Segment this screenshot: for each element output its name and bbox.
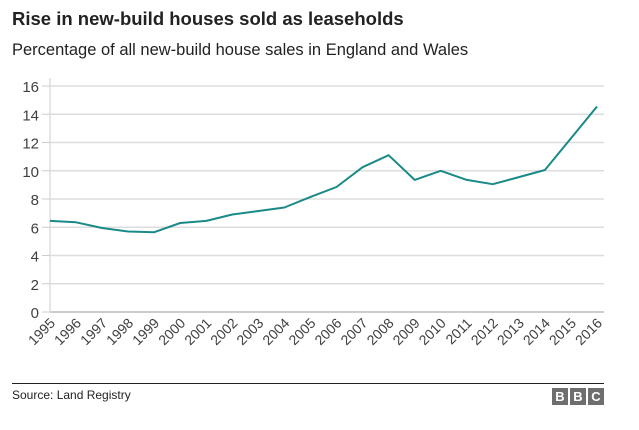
x-tick-label: 2000	[155, 315, 188, 348]
x-tick-label: 1997	[77, 315, 110, 348]
y-tick-label: 12	[22, 136, 39, 153]
x-axis: 1995199619971998199920002001200220032004…	[25, 315, 605, 348]
x-tick-label: 2010	[415, 315, 448, 348]
y-tick-label: 4	[31, 249, 39, 266]
x-tick-label: 1998	[103, 315, 136, 348]
y-tick-label: 10	[22, 164, 39, 181]
x-tick-label: 2005	[285, 315, 318, 348]
chart-subtitle: Percentage of all new-build house sales …	[12, 41, 469, 59]
y-tick-label: 2	[31, 277, 39, 294]
x-tick-label: 2002	[207, 315, 240, 348]
x-tick-label: 2004	[259, 315, 292, 348]
y-tick-label: 14	[22, 107, 39, 124]
bbc-logo-letter: B	[552, 388, 568, 405]
source-note: Source: Land Registry	[12, 388, 131, 402]
x-tick-label: 2001	[181, 315, 214, 348]
bbc-logo-letter: C	[588, 388, 604, 405]
x-tick-label: 2012	[468, 315, 501, 348]
bbc-logo: B B C	[552, 388, 604, 405]
bbc-logo-letter: B	[570, 388, 586, 405]
y-axis: 0 2 4 6 8 10 12 14 16	[22, 79, 50, 322]
x-tick-label: 2016	[572, 315, 605, 348]
x-tick-label: 2009	[389, 315, 422, 348]
chart-title: Rise in new-build houses sold as leaseho…	[12, 8, 404, 29]
x-tick-label: 1999	[129, 315, 162, 348]
x-tick-label: 2003	[233, 315, 266, 348]
y-tick-label: 8	[31, 192, 39, 209]
gridlines	[49, 78, 604, 313]
x-tick-label: 2013	[494, 315, 527, 348]
x-tick-label: 1996	[51, 315, 84, 348]
x-tick-label: 2006	[311, 315, 344, 348]
y-tick-label: 0	[31, 305, 39, 322]
y-tick-label: 6	[31, 220, 39, 237]
series-line	[49, 105, 598, 234]
x-tick-label: 2008	[363, 315, 396, 348]
y-tick-label: 16	[22, 79, 39, 96]
x-tick-label: 2007	[337, 315, 370, 348]
footer-divider	[12, 383, 604, 384]
x-tick-label: 2015	[546, 315, 579, 348]
x-tick-label: 2011	[442, 315, 475, 348]
x-tick-label: 2014	[520, 315, 553, 348]
line-chart: 0 2 4 6 8 10 12 14 16 19951996199719981999200020…	[22, 78, 605, 348]
series-lines	[49, 105, 598, 234]
